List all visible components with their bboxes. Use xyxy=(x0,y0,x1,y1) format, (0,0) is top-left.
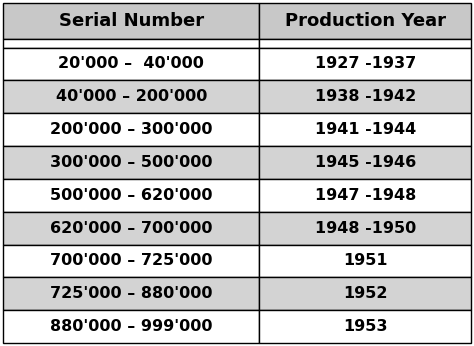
Bar xyxy=(3,3,259,39)
Bar xyxy=(259,113,471,146)
Bar xyxy=(259,245,471,277)
Bar xyxy=(259,277,471,310)
Text: Production Year: Production Year xyxy=(285,12,446,30)
Text: 880'000 – 999'000: 880'000 – 999'000 xyxy=(50,319,212,334)
Text: 1951: 1951 xyxy=(343,253,387,268)
Text: 500'000 – 620'000: 500'000 – 620'000 xyxy=(50,188,212,203)
Text: 1938 -1942: 1938 -1942 xyxy=(315,89,416,104)
Text: Serial Number: Serial Number xyxy=(59,12,204,30)
Text: 1941 -1944: 1941 -1944 xyxy=(315,122,416,137)
Text: 1945 -1946: 1945 -1946 xyxy=(315,155,416,170)
Bar xyxy=(259,80,471,113)
Bar xyxy=(3,310,259,343)
Text: 1948 -1950: 1948 -1950 xyxy=(315,221,416,236)
Text: 300'000 – 500'000: 300'000 – 500'000 xyxy=(50,155,212,170)
Text: 620'000 – 700'000: 620'000 – 700'000 xyxy=(50,221,212,236)
Text: 700'000 – 725'000: 700'000 – 725'000 xyxy=(50,253,212,268)
Text: 40'000 – 200'000: 40'000 – 200'000 xyxy=(55,89,207,104)
Text: 1952: 1952 xyxy=(343,286,387,301)
Bar xyxy=(259,212,471,245)
Bar xyxy=(3,39,259,47)
Bar xyxy=(3,179,259,212)
Bar xyxy=(3,47,259,80)
Bar xyxy=(259,146,471,179)
Bar xyxy=(3,113,259,146)
Text: 20'000 –  40'000: 20'000 – 40'000 xyxy=(58,56,204,72)
Text: 200'000 – 300'000: 200'000 – 300'000 xyxy=(50,122,212,137)
Bar xyxy=(259,310,471,343)
Bar xyxy=(3,277,259,310)
Bar xyxy=(259,3,471,39)
Bar xyxy=(3,245,259,277)
Text: 1947 -1948: 1947 -1948 xyxy=(315,188,416,203)
Bar xyxy=(3,80,259,113)
Bar xyxy=(259,179,471,212)
Text: 1927 -1937: 1927 -1937 xyxy=(315,56,416,72)
Bar xyxy=(3,212,259,245)
Bar xyxy=(259,47,471,80)
Text: 725'000 – 880'000: 725'000 – 880'000 xyxy=(50,286,212,301)
Bar xyxy=(259,39,471,47)
Bar xyxy=(3,146,259,179)
Text: 1953: 1953 xyxy=(343,319,387,334)
